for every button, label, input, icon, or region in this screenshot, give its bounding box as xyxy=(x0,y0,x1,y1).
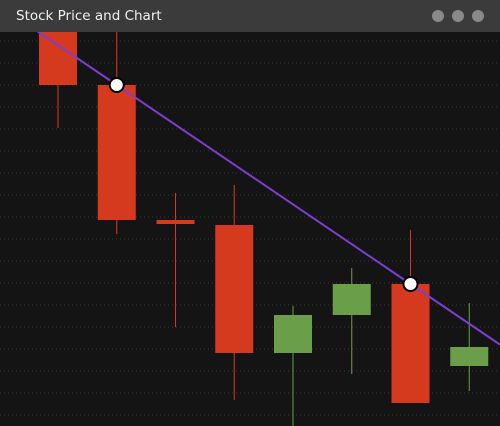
candle-body xyxy=(39,32,77,85)
candle-body xyxy=(215,225,254,353)
candle-body xyxy=(332,284,371,315)
trend-point xyxy=(108,77,125,93)
trend-point xyxy=(402,276,419,292)
window-title: Stock Price and Chart xyxy=(16,8,162,24)
candle-body xyxy=(450,347,489,366)
title-bar: Stock Price and Chart xyxy=(0,0,500,32)
window-button[interactable] xyxy=(472,10,484,22)
chart xyxy=(0,32,500,426)
candle-body xyxy=(391,284,430,403)
candle-body xyxy=(274,315,312,353)
candle-body xyxy=(97,85,136,220)
candle-body xyxy=(156,220,195,224)
window-button[interactable] xyxy=(432,10,444,22)
window-button[interactable] xyxy=(452,10,464,22)
